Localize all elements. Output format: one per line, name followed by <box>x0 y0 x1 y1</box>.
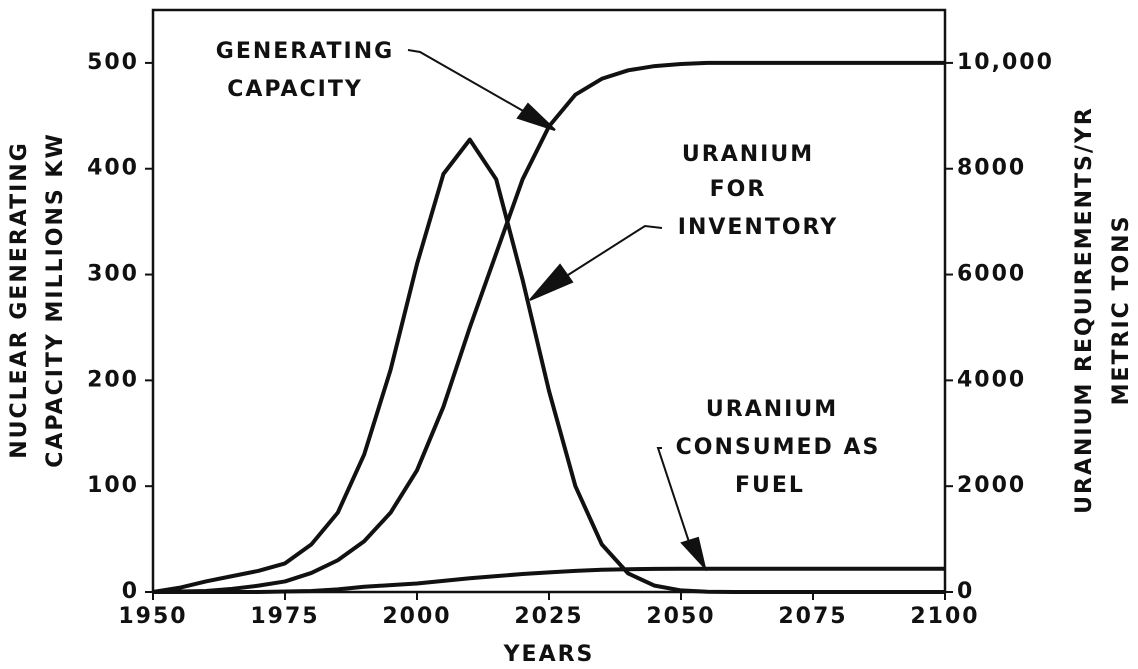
x-tick-label: 2000 <box>382 604 451 629</box>
y2-tick-label: 10,000 <box>957 50 1054 75</box>
y-tick-label: 500 <box>87 50 139 75</box>
annotation: CONSUMED AS <box>676 435 881 460</box>
y-tick-label: 300 <box>87 262 139 287</box>
annotation: GENERATING <box>216 39 394 64</box>
y2-tick-label: 0 <box>957 579 974 604</box>
y-tick-label: 0 <box>122 579 139 604</box>
y2-tick-label: 4000 <box>957 367 1026 392</box>
x-tick-label: 1975 <box>250 604 319 629</box>
annotation: FUEL <box>735 473 805 498</box>
y-tick-label: 200 <box>87 367 139 392</box>
x-tick-label: 2025 <box>514 604 583 629</box>
y2-tick-label: 2000 <box>957 473 1026 498</box>
annotation: URANIUM <box>682 142 814 167</box>
y-axis-label: NUCLEAR GENERATING <box>7 141 32 459</box>
annotation-arrows <box>407 49 707 572</box>
y2-axis-label: METRIC TONS <box>1109 215 1134 406</box>
x-tick-label: 2050 <box>646 604 715 629</box>
y2-tick-label: 8000 <box>957 156 1026 181</box>
y2-axis-label: URANIUM REQUIREMENTS/YR <box>1072 106 1097 514</box>
x-axis-label: YEARS <box>503 642 595 667</box>
x-tick-label: 1950 <box>118 604 187 629</box>
annotation: FOR <box>710 177 767 202</box>
x-tick-label: 2100 <box>910 604 979 629</box>
annotation: INVENTORY <box>678 215 838 240</box>
series-line <box>152 60 945 594</box>
annotation: URANIUM <box>706 397 838 422</box>
y2-tick-label: 6000 <box>957 262 1026 287</box>
x-tick-label: 2075 <box>778 604 847 629</box>
series-line <box>152 137 945 594</box>
series-line <box>153 566 945 594</box>
y-tick-label: 100 <box>87 473 139 498</box>
y-tick-label: 400 <box>87 156 139 181</box>
y-axis-label: CAPACITY MILLIONS KW <box>43 132 68 467</box>
annotation: CAPACITY <box>227 77 363 102</box>
